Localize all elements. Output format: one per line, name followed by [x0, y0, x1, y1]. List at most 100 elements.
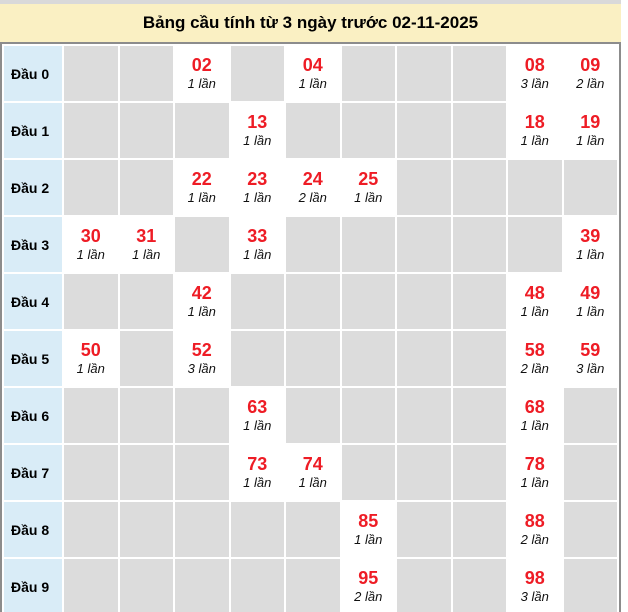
number-cell: 74 1 lần — [286, 445, 340, 500]
lottery-number: 59 — [580, 339, 601, 360]
empty-cell — [397, 274, 451, 329]
frequency-label: 1 lần — [576, 133, 605, 149]
empty-cell — [563, 388, 617, 443]
empty-cell — [64, 445, 118, 500]
empty-cell — [452, 331, 506, 386]
frequency-label: 3 lần — [187, 361, 216, 377]
row-label: Đầu 8 — [4, 502, 62, 557]
number-cell: 02 1 lần — [175, 46, 229, 101]
lottery-number: 85 — [358, 510, 379, 531]
frequency-label: 1 lần — [243, 418, 272, 434]
frequency-label: 1 lần — [76, 247, 105, 263]
empty-cell — [119, 502, 173, 557]
frequency-label: 2 lần — [520, 361, 549, 377]
frequency-label: 1 lần — [520, 418, 549, 434]
number-cell: 42 1 lần — [175, 274, 229, 329]
frequency-label: 1 lần — [243, 475, 272, 491]
lottery-number: 18 — [524, 111, 545, 132]
frequency-label: 1 lần — [354, 532, 383, 548]
frequency-label: 3 lần — [576, 361, 605, 377]
lottery-number: 30 — [80, 225, 101, 246]
number-cell: 39 1 lần — [563, 217, 617, 272]
empty-cell — [119, 445, 173, 500]
number-cell: 78 1 lần — [508, 445, 562, 500]
number-cell: 68 1 lần — [508, 388, 562, 443]
number-cell: 48 1 lần — [508, 274, 562, 329]
lottery-number: 95 — [358, 567, 379, 588]
empty-cell — [563, 502, 617, 557]
empty-cell — [397, 559, 451, 612]
empty-cell — [119, 274, 173, 329]
frequency-label: 1 lần — [354, 190, 383, 206]
empty-cell — [452, 103, 506, 158]
frequency-label: 1 lần — [76, 361, 105, 377]
table-row: Đầu 0 02 1 lần 04 1 lần 08 3 lần 09 2 lần — [4, 46, 617, 101]
empty-cell — [175, 103, 229, 158]
frequency-label: 2 lần — [520, 532, 549, 548]
lottery-number: 22 — [191, 168, 212, 189]
table-row: Đầu 5 50 1 lần 52 3 lần 58 2 lần 59 3 lần — [4, 331, 617, 386]
empty-cell — [119, 46, 173, 101]
row-label: Đầu 3 — [4, 217, 62, 272]
lottery-number: 23 — [247, 168, 268, 189]
empty-cell — [397, 217, 451, 272]
lottery-number: 48 — [524, 282, 545, 303]
number-cell: 09 2 lần — [563, 46, 617, 101]
empty-cell — [508, 160, 562, 215]
empty-cell — [452, 559, 506, 612]
frequency-label: 1 lần — [576, 247, 605, 263]
number-cell: 04 1 lần — [286, 46, 340, 101]
empty-cell — [175, 559, 229, 612]
table-row: Đầu 3 30 1 lần 31 1 lần 33 1 lần 39 1 lần — [4, 217, 617, 272]
empty-cell — [341, 445, 395, 500]
number-cell: 59 3 lần — [563, 331, 617, 386]
lottery-number: 58 — [524, 339, 545, 360]
number-cell: 23 1 lần — [230, 160, 284, 215]
lottery-number: 39 — [580, 225, 601, 246]
lottery-number: 88 — [524, 510, 545, 531]
lottery-number: 42 — [191, 282, 212, 303]
empty-cell — [286, 217, 340, 272]
number-cell: 63 1 lần — [230, 388, 284, 443]
empty-cell — [397, 103, 451, 158]
number-cell: 13 1 lần — [230, 103, 284, 158]
empty-cell — [119, 160, 173, 215]
lottery-number: 19 — [580, 111, 601, 132]
number-cell: 49 1 lần — [563, 274, 617, 329]
number-cell: 24 2 lần — [286, 160, 340, 215]
number-cell: 73 1 lần — [230, 445, 284, 500]
lottery-number: 63 — [247, 396, 268, 417]
table-row: Đầu 6 63 1 lần 68 1 lần — [4, 388, 617, 443]
frequency-label: 1 lần — [298, 475, 327, 491]
table-row: Đầu 4 42 1 lần 48 1 lần 49 1 lần — [4, 274, 617, 329]
empty-cell — [230, 502, 284, 557]
empty-cell — [397, 445, 451, 500]
frequency-label: 1 lần — [243, 133, 272, 149]
frequency-label: 1 lần — [243, 190, 272, 206]
frequency-label: 1 lần — [520, 133, 549, 149]
empty-cell — [175, 388, 229, 443]
empty-cell — [64, 160, 118, 215]
lottery-number: 68 — [524, 396, 545, 417]
number-cell: 25 1 lần — [341, 160, 395, 215]
frequency-label: 1 lần — [520, 475, 549, 491]
empty-cell — [230, 274, 284, 329]
empty-cell — [341, 103, 395, 158]
empty-cell — [341, 388, 395, 443]
empty-cell — [175, 445, 229, 500]
row-label: Đầu 6 — [4, 388, 62, 443]
empty-cell — [563, 160, 617, 215]
lottery-number: 33 — [247, 225, 268, 246]
number-cell: 33 1 lần — [230, 217, 284, 272]
empty-cell — [119, 103, 173, 158]
empty-cell — [563, 445, 617, 500]
lottery-number: 78 — [524, 453, 545, 474]
row-label: Đầu 0 — [4, 46, 62, 101]
lottery-number: 02 — [191, 54, 212, 75]
table-row: Đầu 2 22 1 lần 23 1 lần 24 2 lần 25 1 lần — [4, 160, 617, 215]
lottery-number: 08 — [524, 54, 545, 75]
empty-cell — [64, 46, 118, 101]
empty-cell — [397, 502, 451, 557]
empty-cell — [286, 502, 340, 557]
